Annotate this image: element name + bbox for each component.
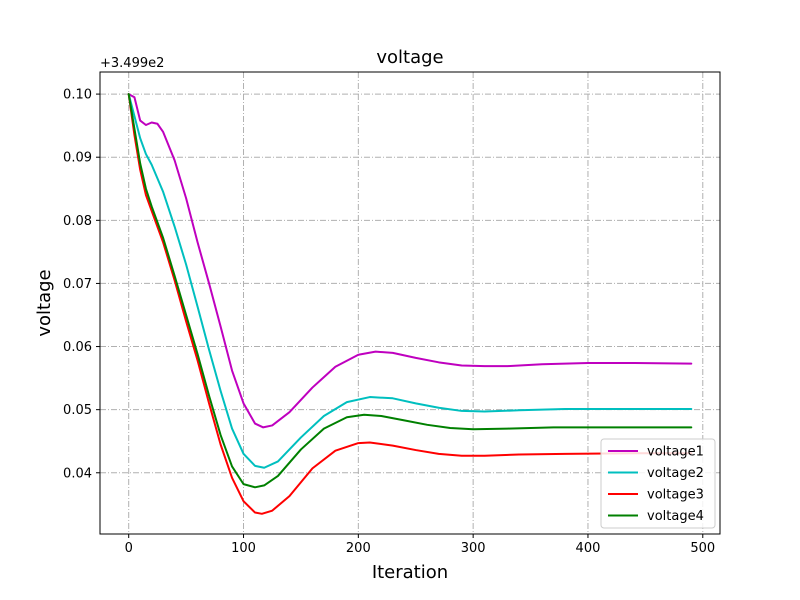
legend: voltage1 voltage2 voltage3 voltage4 xyxy=(600,438,716,529)
legend-label-voltage2: voltage2 xyxy=(647,466,704,481)
y-tick-label: 0.09 xyxy=(63,151,92,166)
y-tick-label: 0.08 xyxy=(63,214,92,229)
x-tick-label: 100 xyxy=(231,541,256,556)
series-lines xyxy=(127,93,693,515)
y-tick-label: 0.04 xyxy=(63,466,92,481)
x-tick-label: 200 xyxy=(346,541,371,556)
y-tick-label: 0.05 xyxy=(63,403,92,418)
series-line-voltage2 xyxy=(127,93,693,469)
legend-box xyxy=(600,438,716,529)
y-axis-label: voltage xyxy=(34,269,55,336)
x-tick-label: 0 xyxy=(125,541,133,556)
legend-label-voltage4: voltage4 xyxy=(647,509,704,524)
grid xyxy=(100,72,720,534)
series-line-voltage1 xyxy=(127,93,693,429)
x-tick-label: 500 xyxy=(690,541,715,556)
legend-label-voltage1: voltage1 xyxy=(647,445,704,460)
series-line-voltage4 xyxy=(127,93,693,489)
axes-frame xyxy=(99,71,721,535)
x-tick-label: 300 xyxy=(461,541,486,556)
y-tick-label: 0.10 xyxy=(63,88,92,103)
x-tick-label: 400 xyxy=(576,541,601,556)
ticks: 0 100 200 300 400 500 0.04 0.05 0.06 0.07 0.08 0.09… xyxy=(63,88,715,556)
y-offset-label: +3.499e2 xyxy=(100,56,164,71)
legend-label-voltage3: voltage3 xyxy=(647,488,704,503)
y-tick-label: 0.06 xyxy=(63,340,92,355)
x-axis-label: Iteration xyxy=(372,562,448,583)
series-line-voltage3 xyxy=(127,93,693,515)
y-tick-label: 0.07 xyxy=(63,277,92,292)
chart-title: voltage xyxy=(376,47,443,68)
